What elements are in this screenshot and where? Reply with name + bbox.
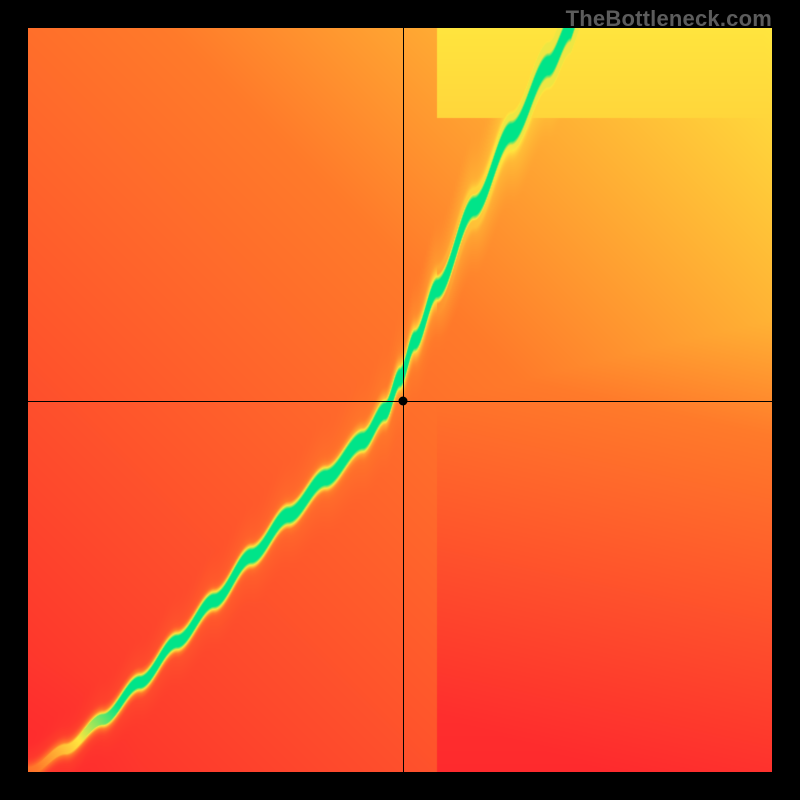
heatmap-plot: [28, 28, 772, 772]
watermark-text: TheBottleneck.com: [566, 6, 772, 32]
crosshair-dot: [398, 396, 407, 405]
